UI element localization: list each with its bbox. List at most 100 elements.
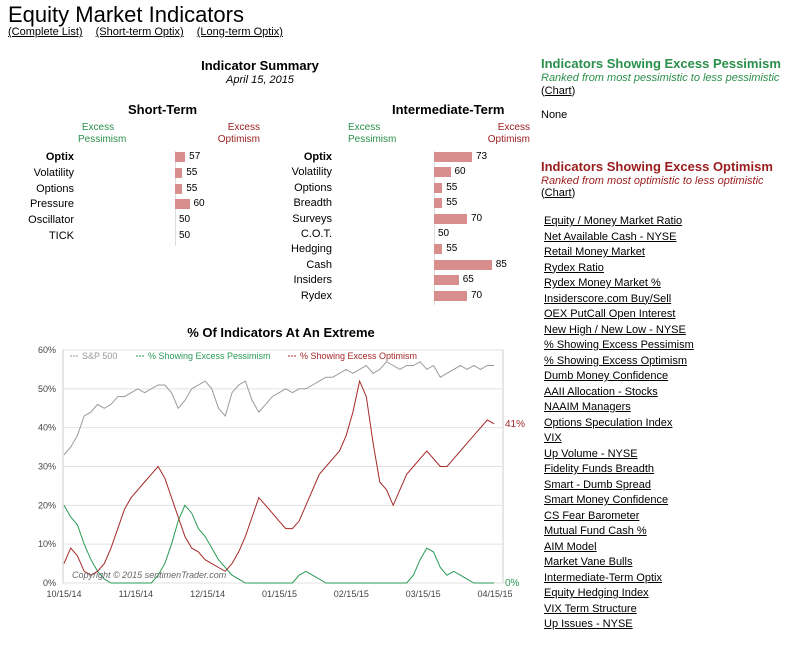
x-tick-label: 04/15/15 bbox=[477, 589, 512, 599]
intermediate-term-row-label: Insiders bbox=[293, 274, 332, 287]
y-tick-label: 60% bbox=[38, 345, 56, 355]
optimism-indicator-link[interactable]: % Showing Excess Optimism bbox=[544, 354, 688, 367]
page-title: Equity Market Indicators bbox=[8, 2, 244, 27]
short-term-optix-link[interactable]: (Short-term Optix) bbox=[95, 26, 184, 38]
optimism-subtitle: Ranked from most optimistic to less opti… bbox=[541, 175, 764, 187]
intermediate-term-title: Intermediate-Term bbox=[392, 102, 505, 117]
intermediate-term-bar bbox=[434, 213, 467, 224]
optimism-indicator-link[interactable]: Rydex Ratio bbox=[544, 261, 604, 274]
pessimism-chart-link[interactable]: Chart bbox=[544, 85, 572, 97]
optimism-indicator-link[interactable]: AIM Model bbox=[544, 540, 597, 553]
short-term-row-label: Oscillator bbox=[28, 214, 74, 227]
y-tick-label: 0% bbox=[43, 578, 56, 588]
intermediate-term-row-label: Optix bbox=[303, 151, 332, 163]
intermediate-term-bar-value: 70 bbox=[471, 212, 483, 224]
intermediate-term-bar-value: 55 bbox=[446, 197, 458, 209]
optimism-indicator-link[interactable]: Rydex Money Market % bbox=[544, 277, 661, 289]
short-term-bar bbox=[175, 152, 186, 162]
x-tick-label: 03/15/15 bbox=[406, 589, 441, 599]
optimism-indicator-link[interactable]: Smart Money Confidence bbox=[544, 494, 669, 506]
optimism-indicator-link[interactable]: % Showing Excess Pessimism bbox=[544, 339, 694, 351]
optimism-indicator-link[interactable]: AAII Allocation - Stocks bbox=[544, 385, 658, 398]
long-term-optix-link[interactable]: (Long-term Optix) bbox=[196, 26, 283, 38]
optimism-indicator-link[interactable]: Smart - Dumb Spread bbox=[544, 478, 651, 491]
pessimism-title: Indicators Showing Excess Pessimism bbox=[541, 56, 781, 71]
intermediate-term-row-label: Rydex bbox=[300, 289, 332, 302]
short-term-baseline bbox=[175, 214, 176, 230]
optimism-chart-link-wrap: (Chart) bbox=[541, 187, 576, 199]
short-term-row-label: Optix bbox=[45, 151, 74, 163]
intermediate-term-baseline bbox=[434, 228, 435, 244]
pessimism-line bbox=[63, 504, 494, 584]
optimism-indicator-link[interactable]: Options Speculation Index bbox=[544, 416, 673, 429]
optimism-indicator-link[interactable]: VIX bbox=[544, 432, 562, 444]
pessimism-subtitle: Ranked from most pessimistic to less pes… bbox=[541, 72, 780, 84]
short-term-optimism-label: Excess Optimism bbox=[217, 122, 260, 145]
optimism-indicator-link[interactable]: Equity / Money Market Ratio bbox=[544, 215, 683, 227]
short-term-row-label: TICK bbox=[48, 230, 74, 242]
intermediate-term-bar bbox=[434, 244, 443, 255]
x-tick-label: 11/15/14 bbox=[119, 589, 153, 599]
short-term-bar-value: 50 bbox=[179, 230, 191, 241]
intermediate-term-row-label: Hedging bbox=[291, 243, 332, 256]
short-term-bar-value: 55 bbox=[186, 166, 198, 178]
optimism-indicator-link[interactable]: Dumb Money Confidence bbox=[544, 370, 669, 382]
extreme-indicators-chart: % Of Indicators At An Extreme 0% 10% 20% 30… bbox=[38, 325, 525, 599]
optimism-indicator-link[interactable]: Mutual Fund Cash % bbox=[544, 525, 647, 537]
y-tick-label: 40% bbox=[38, 423, 56, 433]
intermediate-term-bar bbox=[434, 167, 451, 178]
short-term-baseline bbox=[175, 230, 176, 246]
short-term-bar-value: 55 bbox=[186, 182, 198, 194]
x-tick-label: 12/15/14 bbox=[190, 589, 225, 599]
intermediate-term-bar-value: 55 bbox=[446, 181, 458, 193]
intermediate-term-bar-value: 60 bbox=[454, 166, 466, 178]
pessimism-chart-link-wrap: (Chart) bbox=[541, 85, 576, 97]
intermediate-term-bar bbox=[434, 275, 459, 286]
short-term-bar-value: 57 bbox=[189, 151, 201, 162]
legend-label: % Showing Excess Optimism bbox=[300, 351, 417, 361]
intermediate-term-bar bbox=[434, 259, 492, 270]
short-term-pessimism-label: Excess Pessimism bbox=[78, 122, 127, 145]
intermediate-term-bar-value: 70 bbox=[471, 289, 483, 301]
complete-list-link[interactable]: (Complete List) bbox=[8, 26, 83, 38]
pessimism-items: None bbox=[541, 109, 568, 121]
x-tick-label: 02/15/15 bbox=[334, 589, 369, 599]
optimism-indicator-link[interactable]: Up Volume - NYSE bbox=[544, 447, 638, 460]
chart-title: % Of Indicators At An Extreme bbox=[187, 325, 375, 340]
intermediate-term-row-label: Options bbox=[294, 181, 332, 194]
x-tick-label: 10/15/14 bbox=[46, 589, 81, 599]
optimism-indicator-link[interactable]: Intermediate-Term Optix bbox=[544, 571, 662, 584]
optimism-indicator-link[interactable]: New High / New Low - NYSE bbox=[544, 323, 686, 336]
optimism-indicator-link[interactable]: Equity Hedging Index bbox=[544, 587, 649, 599]
optimism-indicator-link[interactable]: CS Fear Barometer bbox=[544, 509, 640, 522]
intermediate-term-bar bbox=[434, 290, 467, 301]
optimism-indicator-link[interactable]: Fidelity Funds Breadth bbox=[544, 463, 655, 475]
intermediate-term-bar bbox=[434, 198, 443, 209]
chart-legend: S&P 500 % Showing Excess Pessimism % Showi… bbox=[70, 351, 417, 361]
intermediate-optimism-label: Excess Optimism bbox=[487, 122, 530, 145]
optimism-indicator-link[interactable]: Up Issues - NYSE bbox=[544, 618, 633, 630]
chart-series bbox=[63, 361, 495, 584]
legend-label: % Showing Excess Pessimism bbox=[148, 351, 271, 361]
optimism-indicator-link[interactable]: Retail Money Market bbox=[544, 246, 645, 258]
short-term-row-label: Volatility bbox=[33, 166, 74, 179]
indicator-summary-title: Indicator Summary bbox=[201, 58, 319, 73]
intermediate-term-bar-value: 85 bbox=[495, 258, 507, 270]
optimism-indicator-link[interactable]: Insiderscore.com Buy/Sell bbox=[544, 292, 672, 305]
short-term-bar-value: 50 bbox=[179, 214, 191, 226]
optimism-indicator-link[interactable]: Market Vane Bulls bbox=[544, 556, 633, 568]
optimism-chart-link[interactable]: Chart bbox=[544, 187, 572, 199]
optimism-indicator-link[interactable]: OEX PutCall Open Interest bbox=[544, 308, 676, 320]
optimism-line bbox=[63, 379, 495, 576]
optimism-indicator-link[interactable]: VIX Term Structure bbox=[544, 602, 637, 615]
legend-label: S&P 500 bbox=[82, 351, 117, 361]
y-tick-label: 10% bbox=[38, 539, 56, 549]
intermediate-term-row-label: Breadth bbox=[293, 197, 332, 210]
short-term-bar bbox=[175, 199, 190, 210]
summary-date: April 15, 2015 bbox=[226, 74, 294, 86]
intermediate-term-row-label: Volatility bbox=[291, 166, 332, 179]
intermediate-term-row-label: Surveys bbox=[292, 212, 332, 225]
optimism-indicator-link[interactable]: NAAIM Managers bbox=[544, 401, 631, 413]
intermediate-term-bar-value: 55 bbox=[446, 243, 458, 255]
optimism-indicator-link[interactable]: Net Available Cash - NYSE bbox=[544, 230, 677, 243]
